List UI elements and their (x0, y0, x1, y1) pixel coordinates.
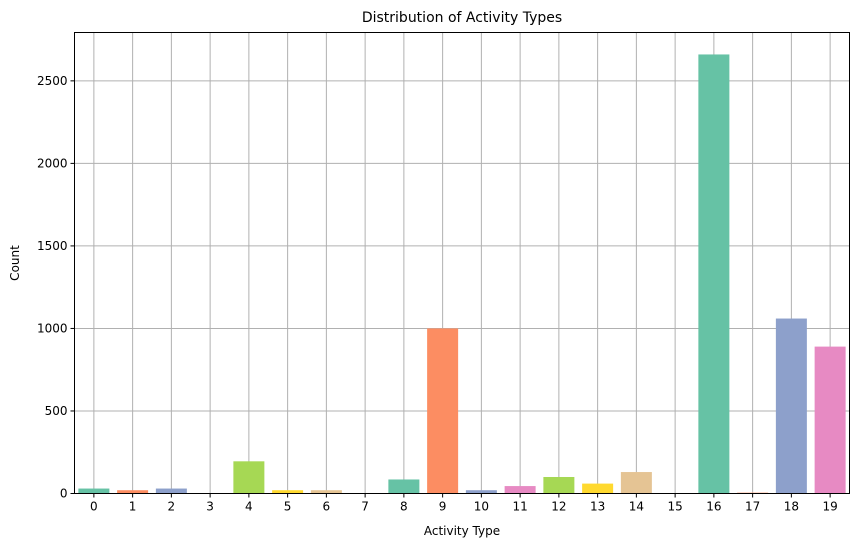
x-tick-label: 5 (284, 500, 292, 514)
bar-5 (272, 490, 304, 494)
y-tick-label: 1500 (37, 239, 68, 253)
y-axis-ticks: 0 500 1000 1500 2000 2500 (37, 74, 75, 501)
x-tick-label: 14 (629, 500, 644, 514)
x-tick-label: 15 (667, 500, 682, 514)
bar-14 (620, 472, 652, 494)
y-tick-label: 1000 (37, 321, 68, 335)
y-tick-label: 0 (60, 487, 68, 501)
x-tick-label: 2 (168, 500, 176, 514)
x-tick-label: 7 (361, 500, 369, 514)
y-tick-label: 2500 (37, 74, 68, 88)
y-tick-label: 500 (45, 404, 68, 418)
x-tick-label: 1 (129, 500, 137, 514)
bar-10 (465, 490, 497, 494)
x-tick-label: 8 (400, 500, 408, 514)
x-axis-ticks: 0 1 2 3 4 5 6 7 8 9 10 11 12 13 14 15 16 17 18 19 (90, 493, 838, 514)
bar-13 (582, 483, 614, 494)
bar-8 (388, 479, 420, 494)
bar-1 (117, 490, 149, 494)
bar-16 (698, 54, 730, 494)
x-axis-label: Activity Type (424, 524, 500, 538)
bar-19 (814, 346, 846, 494)
bar-12 (543, 476, 575, 494)
x-tick-label: 12 (551, 500, 566, 514)
plot-frame (74, 32, 850, 494)
x-tick-label: 18 (784, 500, 799, 514)
y-tick-label: 2000 (37, 156, 68, 170)
x-tick-label: 11 (512, 500, 527, 514)
x-tick-label: 9 (439, 500, 447, 514)
y-axis-label: Count (8, 245, 22, 281)
x-tick-label: 17 (745, 500, 760, 514)
bar-0 (78, 488, 110, 494)
bar-9 (427, 328, 459, 494)
bar-4 (233, 461, 265, 494)
grid (74, 32, 850, 494)
bars (78, 54, 846, 494)
x-tick-label: 4 (245, 500, 253, 514)
x-tick-label: 16 (706, 500, 721, 514)
chart-title: Distribution of Activity Types (362, 10, 562, 26)
bar-18 (775, 318, 807, 494)
x-tick-label: 3 (206, 500, 214, 514)
x-tick-label: 19 (822, 500, 837, 514)
bar-11 (504, 486, 536, 494)
x-tick-label: 6 (323, 500, 331, 514)
x-tick-label: 10 (474, 500, 489, 514)
bar-6 (310, 490, 342, 494)
x-tick-label: 13 (590, 500, 605, 514)
x-tick-label: 0 (90, 500, 98, 514)
bar-2 (155, 488, 187, 494)
